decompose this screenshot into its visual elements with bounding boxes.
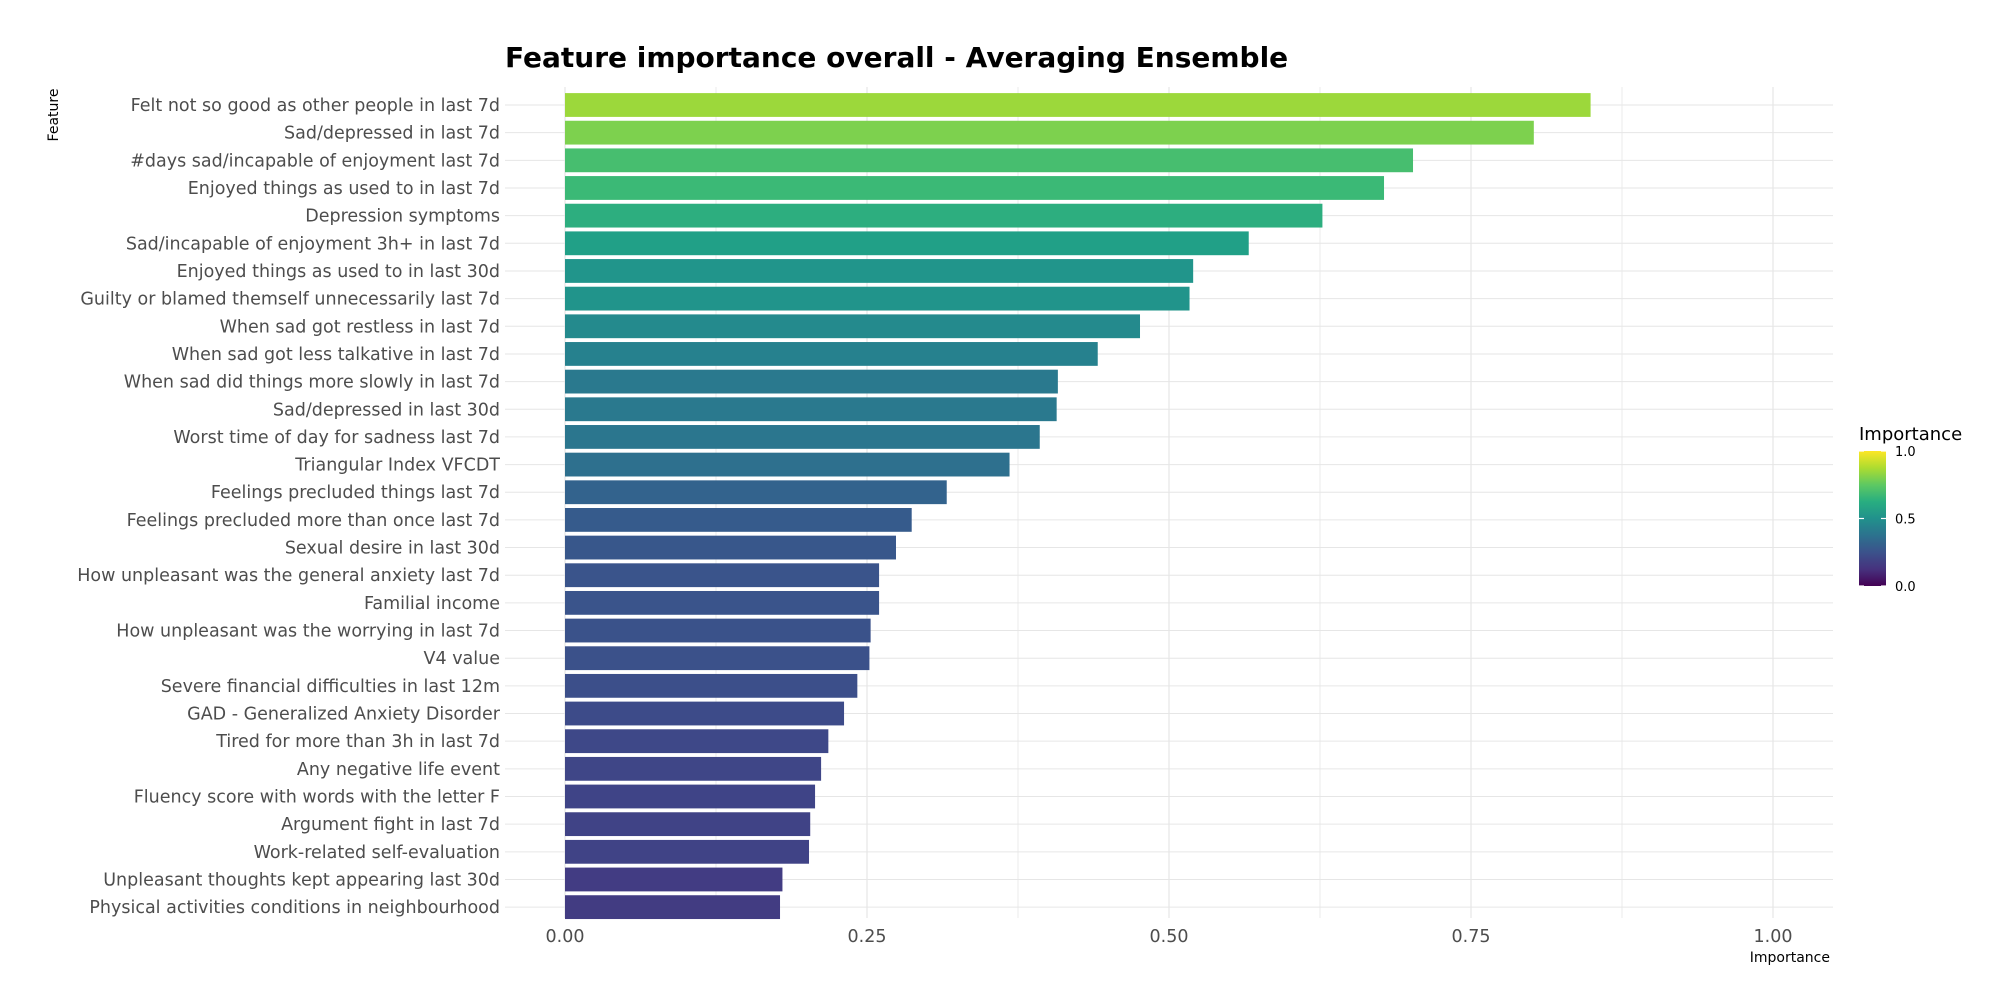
bar bbox=[565, 93, 1591, 117]
bar bbox=[565, 784, 816, 809]
bar bbox=[565, 590, 880, 615]
bar bbox=[565, 729, 829, 754]
category-label: Sad/incapable of enjoyment 3h+ in last 7… bbox=[126, 234, 500, 254]
bar bbox=[565, 563, 880, 588]
category-label: Tired for more than 3h in last 7d bbox=[215, 732, 500, 752]
bar bbox=[565, 342, 1098, 366]
chart-title: Feature importance overall - Averaging E… bbox=[505, 41, 1288, 74]
category-label: Unpleasant thoughts kept appearing last … bbox=[103, 870, 500, 890]
category-label: Triangular Index VFCDT bbox=[294, 456, 500, 476]
legend-tick-label: 0.0 bbox=[1895, 580, 1916, 595]
bar bbox=[565, 425, 1040, 449]
bar bbox=[565, 259, 1194, 283]
x-tick-label: 0.00 bbox=[546, 927, 585, 947]
category-label: V4 value bbox=[424, 649, 500, 669]
category-label: Work-related self-evaluation bbox=[254, 843, 500, 863]
category-label: Depression symptoms bbox=[305, 207, 500, 227]
bar bbox=[565, 535, 896, 560]
category-label: When sad did things more slowly in last … bbox=[124, 373, 500, 393]
bar bbox=[565, 452, 1010, 477]
bar bbox=[565, 369, 1058, 394]
bar bbox=[565, 176, 1385, 200]
x-tick-label: 0.25 bbox=[848, 927, 887, 947]
bar bbox=[565, 480, 947, 505]
bar bbox=[565, 646, 870, 671]
category-label: Sexual desire in last 30d bbox=[285, 539, 500, 559]
bar bbox=[565, 895, 781, 920]
bar bbox=[565, 397, 1057, 422]
legend-tick-label: 0.5 bbox=[1895, 513, 1916, 528]
category-label: Severe financial difficulties in last 12… bbox=[161, 677, 500, 697]
bar bbox=[565, 508, 912, 532]
category-label: Worst time of day for sadness last 7d bbox=[173, 428, 500, 448]
category-label: When sad got restless in last 7d bbox=[220, 317, 500, 337]
bar bbox=[565, 867, 783, 892]
x-tick-label: 0.50 bbox=[1150, 927, 1189, 947]
category-label: How unpleasant was the general anxiety l… bbox=[77, 566, 500, 586]
x-tick-label: 1.00 bbox=[1754, 927, 1793, 947]
category-label: Felt not so good as other people in last… bbox=[131, 96, 500, 116]
category-label: Familial income bbox=[364, 594, 500, 614]
category-label: Feelings precluded things last 7d bbox=[211, 483, 500, 503]
bar bbox=[565, 286, 1190, 311]
bar bbox=[565, 618, 871, 643]
category-labels: Felt not so good as other people in last… bbox=[77, 96, 501, 918]
bar bbox=[565, 314, 1141, 339]
y-axis-title: Feature bbox=[46, 89, 62, 142]
bar bbox=[565, 203, 1323, 228]
bar bbox=[565, 756, 822, 781]
legend: Importance 1.0 0.5 0.0 bbox=[1859, 424, 1962, 595]
x-tick-labels: 0.00 0.25 0.50 0.75 1.00 bbox=[546, 927, 1793, 947]
x-tick-label: 0.75 bbox=[1452, 927, 1491, 947]
category-label: GAD - Generalized Anxiety Disorder bbox=[187, 705, 501, 725]
category-label: Physical activities conditions in neighb… bbox=[89, 898, 500, 918]
category-label: Any negative life event bbox=[297, 760, 500, 780]
bar bbox=[565, 839, 810, 864]
category-label: Sad/depressed in last 7d bbox=[284, 124, 500, 144]
x-axis-title: Importance bbox=[1750, 950, 1830, 966]
bar bbox=[565, 231, 1249, 256]
category-label: How unpleasant was the worrying in last … bbox=[116, 622, 500, 642]
category-label: Guilty or blamed themself unnecessarily … bbox=[80, 290, 500, 310]
legend-tick-label: 1.0 bbox=[1895, 445, 1916, 460]
bars bbox=[565, 93, 1591, 920]
category-label: #days sad/incapable of enjoyment last 7d bbox=[130, 151, 500, 171]
category-label: Fluency score with words with the letter… bbox=[134, 788, 500, 808]
category-label: Feelings precluded more than once last 7… bbox=[127, 511, 500, 531]
bar bbox=[565, 812, 811, 837]
bar bbox=[565, 148, 1414, 173]
bar bbox=[565, 701, 845, 726]
bar bbox=[565, 673, 858, 698]
category-label: Enjoyed things as used to in last 30d bbox=[177, 262, 500, 282]
legend-title: Importance bbox=[1859, 424, 1962, 445]
category-label: Sad/depressed in last 30d bbox=[273, 400, 500, 420]
bar bbox=[565, 120, 1534, 145]
category-label: When sad got less talkative in last 7d bbox=[172, 345, 500, 365]
category-label: Enjoyed things as used to in last 7d bbox=[188, 179, 500, 199]
category-label: Argument fight in last 7d bbox=[281, 815, 500, 835]
